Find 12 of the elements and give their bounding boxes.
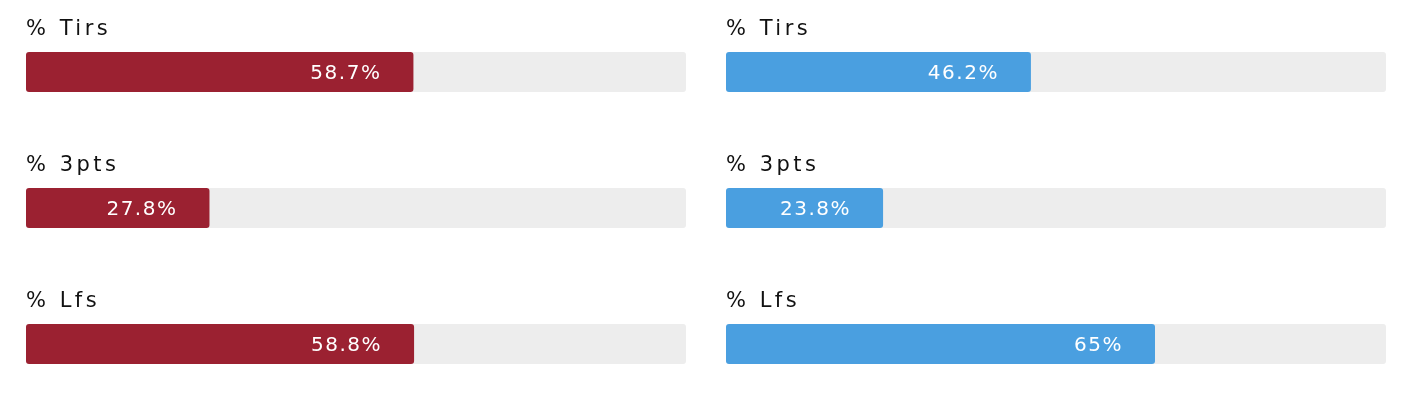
data-label: 23.8% xyxy=(780,196,852,220)
data-label: 58.8% xyxy=(311,332,383,356)
data-label: 27.8% xyxy=(106,196,178,220)
category-label: % Tirs xyxy=(726,16,812,40)
category-label: % Lfs xyxy=(26,288,101,312)
data-label: 46.2% xyxy=(927,60,999,84)
category-label: % 3pts xyxy=(726,152,820,176)
data-label: 65% xyxy=(1074,332,1123,356)
category-label: % Tirs xyxy=(26,16,112,40)
data-label: 58.7% xyxy=(310,60,382,84)
category-label: % Lfs xyxy=(726,288,801,312)
category-label: % 3pts xyxy=(26,152,120,176)
